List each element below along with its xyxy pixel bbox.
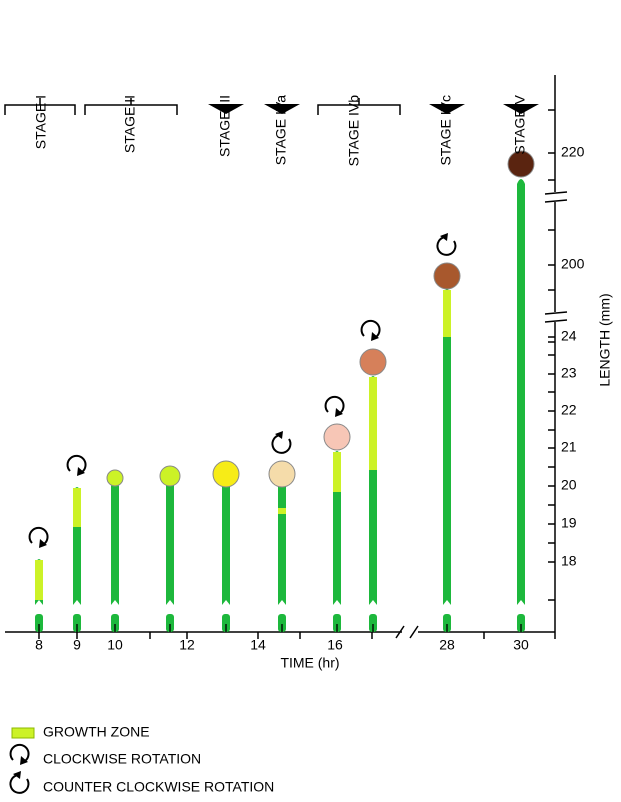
- stage-label: STAGE I: [33, 95, 49, 149]
- stalk: [517, 179, 525, 605]
- x-tick-label: 12: [179, 637, 195, 653]
- sporangium: [212, 460, 240, 488]
- stalk-base: [35, 614, 43, 632]
- growth-zone: [35, 560, 43, 600]
- sporangium: [433, 262, 461, 290]
- growth-zone: [443, 290, 451, 337]
- legend-label: COUNTER CLOCKWISE ROTATION: [43, 779, 274, 795]
- stalk-base: [73, 614, 81, 632]
- labels: STAGE I STAGE II STAGE III STAGE IVa STAGE I…: [9, 94, 613, 795]
- triangle: [208, 104, 244, 114]
- arrowhead: [440, 233, 448, 241]
- sporangium: [507, 150, 535, 178]
- y-tick-label: 200: [561, 256, 585, 272]
- growth-zone: [278, 508, 286, 514]
- axes: [5, 75, 568, 639]
- x-tick-label: 30: [513, 637, 529, 653]
- clockwise-icon: [66, 454, 87, 473]
- legend-swatch: [11, 727, 35, 739]
- growth-zone: [73, 488, 81, 527]
- arrowhead: [39, 539, 47, 548]
- sporangium: [106, 469, 124, 487]
- arrowhead: [13, 771, 21, 779]
- counterclockwise-icon: [271, 434, 292, 454]
- stalk-base: [517, 614, 525, 632]
- x-tick-label: 10: [107, 637, 123, 653]
- y-tick-label: 21: [561, 439, 577, 455]
- stage-label: STAGE IVb: [346, 95, 362, 167]
- stage-markers: [4, 98, 539, 115]
- stalk-base: [222, 614, 230, 632]
- y-tick-label: 23: [561, 365, 577, 381]
- axis-break: [544, 319, 568, 323]
- sporangium: [323, 423, 351, 451]
- arrowhead: [335, 408, 343, 417]
- triangle: [503, 104, 539, 114]
- clockwise-icon: [360, 319, 381, 338]
- stage-label: STAGE III: [217, 95, 233, 157]
- y-tick-label: 24: [561, 328, 577, 344]
- legend-label: CLOCKWISE ROTATION: [43, 751, 201, 767]
- stage-label: STAGE II: [122, 95, 138, 153]
- y-tick-label: 19: [561, 515, 577, 531]
- triangle: [429, 104, 465, 114]
- stalk-base: [111, 614, 119, 632]
- x-tick-label: 8: [35, 637, 43, 653]
- x-tick-label: 14: [250, 637, 266, 653]
- y-tick-label: 220: [561, 144, 585, 160]
- clockwise-icon: [324, 395, 345, 414]
- x-tick-label: 16: [327, 637, 343, 653]
- arrowhead: [77, 467, 85, 476]
- stalk: [166, 479, 174, 605]
- arrowhead: [275, 431, 283, 439]
- stalk-base: [166, 614, 174, 632]
- sporangium: [159, 465, 181, 487]
- y-tick-label: 18: [561, 553, 577, 569]
- sporangium: [268, 460, 296, 488]
- axis-break: [544, 311, 568, 315]
- stalk: [278, 477, 286, 605]
- stage-label: STAGE IVc: [438, 95, 454, 166]
- counterclockwise-icon: [436, 236, 457, 256]
- clockwise-icon: [28, 526, 49, 545]
- stalk-base: [443, 614, 451, 632]
- axis-break: [544, 199, 568, 203]
- legend-label: GROWTH ZONE: [43, 724, 150, 740]
- axis-break: [544, 191, 568, 195]
- stalk-base: [333, 614, 341, 632]
- axis-break: [409, 625, 419, 639]
- growth-zone: [369, 377, 377, 470]
- x-tick-label: 28: [439, 637, 455, 653]
- stage-label: STAGE V: [512, 94, 528, 154]
- x-tick-label: 9: [73, 637, 81, 653]
- clockwise-icon: [9, 743, 30, 762]
- stalk: [222, 477, 230, 605]
- stalk-base: [278, 614, 286, 632]
- stalk-base: [369, 614, 377, 632]
- arrowhead: [20, 756, 28, 765]
- y-axis-label: LENGTH (mm): [597, 293, 613, 386]
- sporangium: [359, 348, 387, 376]
- stalk: [443, 289, 451, 605]
- growth-zone: [333, 452, 341, 492]
- y-tick-label: 20: [561, 477, 577, 493]
- axis-break: [395, 625, 405, 639]
- stage-label: STAGE IVa: [273, 95, 289, 165]
- x-axis-label: TIME (hr): [280, 655, 339, 671]
- counterclockwise-icon: [9, 774, 30, 794]
- arrowhead: [371, 332, 379, 341]
- triangle: [264, 104, 300, 114]
- stalk: [111, 481, 119, 605]
- plants: [28, 150, 535, 632]
- y-tick-label: 22: [561, 402, 577, 418]
